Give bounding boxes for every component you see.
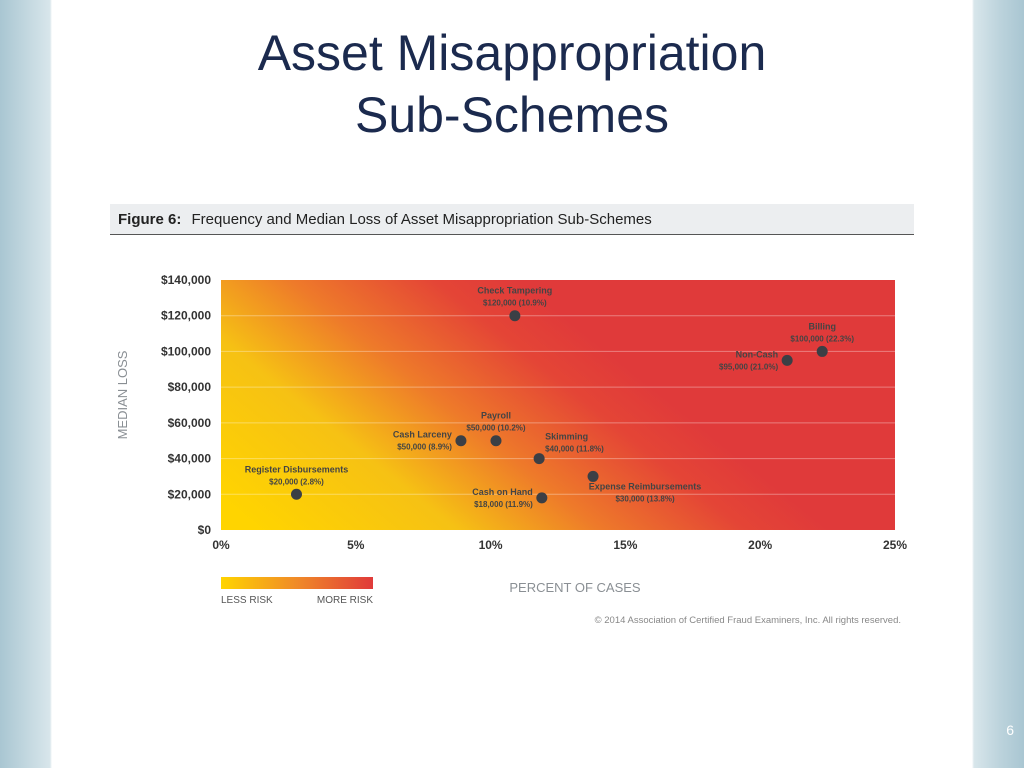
point-name-label: Check Tampering bbox=[477, 286, 552, 296]
data-point bbox=[781, 354, 793, 366]
point-name-label: Cash Larceny bbox=[393, 430, 452, 440]
x-tick-labels: 0% 5% 10% 15% 20% 25% bbox=[212, 538, 907, 552]
figure-header: Figure 6: Frequency and Median Loss of A… bbox=[110, 204, 914, 235]
copyright-text: © 2014 Association of Certified Fraud Ex… bbox=[595, 615, 901, 626]
point-value-label: $40,000 (11.8%) bbox=[545, 445, 604, 454]
data-point bbox=[455, 435, 467, 447]
title-line-2: Sub-Schemes bbox=[354, 87, 670, 143]
data-point bbox=[490, 435, 502, 447]
point-name-label: Non-Cash bbox=[736, 349, 779, 359]
point-value-label: $30,000 (13.8%) bbox=[615, 494, 674, 503]
point-value-label: $95,000 (21.0%) bbox=[719, 362, 778, 371]
y-tick-label: $40,000 bbox=[168, 452, 212, 466]
legend-gradient-bar bbox=[221, 577, 373, 589]
point-name-label: Cash on Hand bbox=[472, 487, 533, 497]
gridlines bbox=[221, 315, 895, 495]
y-tick-label: $100,000 bbox=[161, 344, 211, 358]
x-tick-label: 5% bbox=[347, 538, 365, 552]
x-tick-label: 15% bbox=[613, 538, 637, 552]
plot-background bbox=[221, 280, 895, 530]
y-tick-label: $140,000 bbox=[161, 273, 211, 287]
legend-more-risk: MORE RISK bbox=[317, 595, 373, 606]
point-name-label: Billing bbox=[808, 321, 836, 331]
data-point bbox=[533, 453, 545, 465]
x-tick-label: 25% bbox=[883, 538, 907, 552]
y-tick-label: $20,000 bbox=[168, 487, 212, 501]
slide-title: Asset Misappropriation Sub-Schemes bbox=[52, 22, 972, 146]
point-name-label: Skimming bbox=[545, 432, 588, 442]
data-point bbox=[509, 310, 521, 322]
point-value-label: $100,000 (22.3%) bbox=[790, 334, 854, 343]
legend-less-risk: LESS RISK bbox=[221, 595, 273, 606]
x-tick-label: 10% bbox=[479, 538, 503, 552]
y-tick-label: $80,000 bbox=[168, 380, 212, 394]
point-value-label: $50,000 (10.2%) bbox=[466, 424, 525, 433]
point-value-label: $20,000 (2.8%) bbox=[269, 477, 324, 486]
point-value-label: $50,000 (8.9%) bbox=[397, 443, 452, 452]
figure-caption: Frequency and Median Loss of Asset Misap… bbox=[191, 211, 652, 228]
x-tick-label: 20% bbox=[748, 538, 772, 552]
title-line-1: Asset Misappropriation bbox=[257, 25, 767, 81]
y-tick-labels: $0 $20,000 $40,000 $60,000 $80,000 $100,000 $1… bbox=[161, 273, 211, 537]
y-tick-label: $60,000 bbox=[168, 416, 212, 430]
point-name-label: Register Disbursements bbox=[245, 464, 349, 474]
slide-number: 6 bbox=[1006, 722, 1014, 738]
y-tick-label: $120,000 bbox=[161, 309, 211, 323]
x-tick-label: 0% bbox=[212, 538, 230, 552]
point-value-label: $120,000 (10.9%) bbox=[483, 299, 547, 308]
figure-label: Figure 6: bbox=[118, 211, 182, 228]
point-value-label: $18,000 (11.9%) bbox=[474, 500, 533, 509]
y-tick-label: $0 bbox=[198, 523, 212, 537]
data-point bbox=[536, 492, 548, 504]
x-axis-title: PERCENT OF CASES bbox=[509, 580, 641, 595]
data-points: Check Tampering $120,000 (10.9%) Billing $1… bbox=[245, 286, 855, 509]
data-point bbox=[290, 488, 302, 500]
y-axis-title: MEDIAN LOSS bbox=[115, 350, 130, 439]
data-point bbox=[816, 345, 828, 357]
point-name-label: Expense Reimbursements bbox=[589, 481, 702, 491]
data-point bbox=[587, 470, 599, 482]
point-name-label: Payroll bbox=[481, 411, 511, 421]
